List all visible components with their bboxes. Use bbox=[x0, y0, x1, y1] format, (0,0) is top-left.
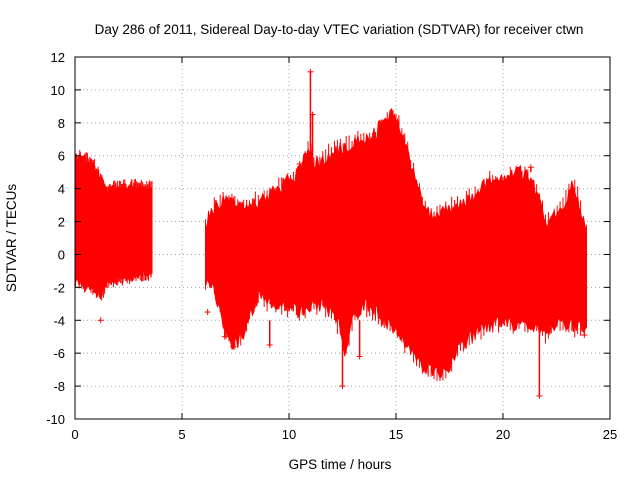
outlier-point bbox=[266, 320, 273, 348]
chart-title: Day 286 of 2011, Sidereal Day-to-day VTE… bbox=[95, 22, 584, 37]
x-tick-label: 5 bbox=[178, 427, 185, 442]
y-tick-label: 2 bbox=[58, 215, 65, 230]
labels: Day 286 of 2011, Sidereal Day-to-day VTE… bbox=[4, 22, 583, 472]
plot-frame bbox=[74, 56, 611, 420]
outlier-point bbox=[356, 320, 363, 360]
y-tick-label: 12 bbox=[51, 50, 65, 65]
x-axis-label: GPS time / hours bbox=[289, 457, 392, 472]
y-tick-label: -6 bbox=[53, 346, 65, 361]
outlier-point bbox=[339, 320, 346, 390]
outlier-point bbox=[221, 320, 228, 340]
y-axis-label: SDTVAR / TECUs bbox=[4, 184, 19, 293]
outlier-point bbox=[536, 320, 543, 399]
y-tick-label: -10 bbox=[46, 412, 65, 427]
y-tick-label: 8 bbox=[58, 116, 65, 131]
x-tick-label: 0 bbox=[71, 427, 78, 442]
outlier-point bbox=[97, 317, 104, 324]
x-tick-label: 20 bbox=[496, 427, 510, 442]
outlier-point bbox=[204, 309, 211, 316]
x-tick-label: 25 bbox=[603, 427, 617, 442]
y-tick-label: 10 bbox=[51, 83, 65, 98]
x-tick-label: 15 bbox=[389, 427, 403, 442]
outlier-point bbox=[296, 160, 303, 173]
outlier-point bbox=[581, 320, 588, 339]
y-tick-label: -4 bbox=[53, 313, 65, 328]
x-tick-label: 10 bbox=[282, 427, 296, 442]
y-tick-label: -8 bbox=[53, 379, 65, 394]
y-tick-label: 4 bbox=[58, 182, 65, 197]
outlier-point bbox=[527, 164, 534, 173]
outlier-point bbox=[230, 320, 237, 350]
axes: 0 5 10 15 20 25 -10 -8 -6 -4 -2 0 2 4 6 8 10 12 bbox=[46, 50, 617, 442]
data-series bbox=[74, 68, 588, 399]
y-tick-label: 6 bbox=[58, 149, 65, 164]
y-tick-label: -2 bbox=[53, 280, 65, 295]
outlier-point bbox=[307, 68, 314, 173]
outlier-point bbox=[309, 111, 316, 173]
y-tick-label: 0 bbox=[58, 247, 65, 262]
